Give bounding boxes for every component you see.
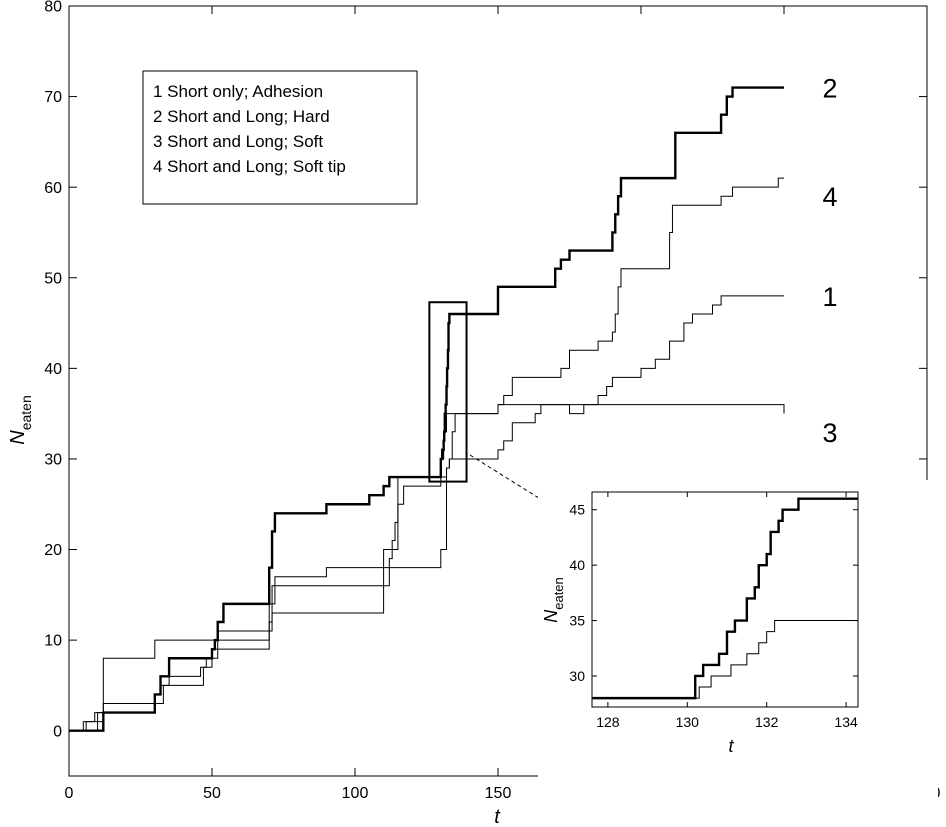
main-y-axis-label: N [7,430,29,445]
inset-x-ticks: 128 130 132 134 [596,492,858,730]
zoom-region-box [428,301,468,483]
legend-entry-4: 4 Short and Long; Soft tip [153,157,346,176]
series-line-1 [69,295,784,732]
legend: 1 Short only; Adhesion 2 Short and Long;… [142,70,418,205]
inset-plot-frame [591,491,859,708]
inset-y-axis-label-text: Neaten [541,577,566,623]
legend-entry-1: 1 Short only; Adhesion [153,82,323,101]
y-tick-label: 30 [569,668,585,684]
series-end-label-3: 3 [822,418,837,448]
y-tick-label: 60 [44,180,62,197]
main-x-axis-label: t [494,806,501,827]
x-tick-label: 128 [596,714,620,730]
inset-y-axis-label: N [541,609,561,623]
y-tick-label: 0 [53,723,62,740]
y-tick-label: 40 [569,557,585,573]
y-tick-label: 10 [44,633,62,650]
y-tick-label: 45 [569,502,585,518]
inset-x-axis-label: t [728,736,734,756]
x-tick-label: 50 [203,785,221,802]
inset-y-axis-label-group: Neaten [541,577,566,623]
y-tick-label: 30 [44,452,62,469]
main-y-axis-label-text: Neaten [7,395,34,445]
series-end-label-1: 1 [822,282,837,312]
y-tick-label: 20 [44,542,62,559]
inset-y-ticks: 30 35 40 45 [569,502,858,684]
inset-background [538,480,938,815]
x-tick-label: 150 [485,785,512,802]
y-tick-label: 80 [44,0,62,16]
series-line-4 [592,620,858,699]
x-tick-label: 134 [834,714,858,730]
inset-series-group [592,497,858,700]
legend-entry-3: 3 Short and Long; Soft [153,132,323,151]
legend-entry-2: 2 Short and Long; Hard [153,107,330,126]
series-end-label-2: 2 [822,74,837,104]
series-line-2 [592,497,858,700]
x-tick-label: 132 [755,714,779,730]
main-y-axis-label-subscript: eaten [18,395,34,430]
series-end-label-4: 4 [822,182,837,212]
y-tick-label: 70 [44,89,62,106]
y-tick-label: 40 [44,361,62,378]
y-tick-label: 35 [569,612,585,628]
series-end-labels: 2 4 1 3 [822,74,837,448]
main-series-group [69,86,785,732]
x-tick-label: 130 [676,714,700,730]
legend-box [142,70,418,205]
main-y-ticks: 0 10 20 30 40 50 60 70 80 [44,0,927,740]
main-y-axis-label-group: Neaten [7,395,34,445]
series-line-4 [69,177,784,732]
y-tick-label: 50 [44,270,62,287]
x-tick-label: 0 [65,785,74,802]
inset-y-axis-label-subscript: eaten [551,577,566,610]
x-tick-label: 100 [342,785,369,802]
